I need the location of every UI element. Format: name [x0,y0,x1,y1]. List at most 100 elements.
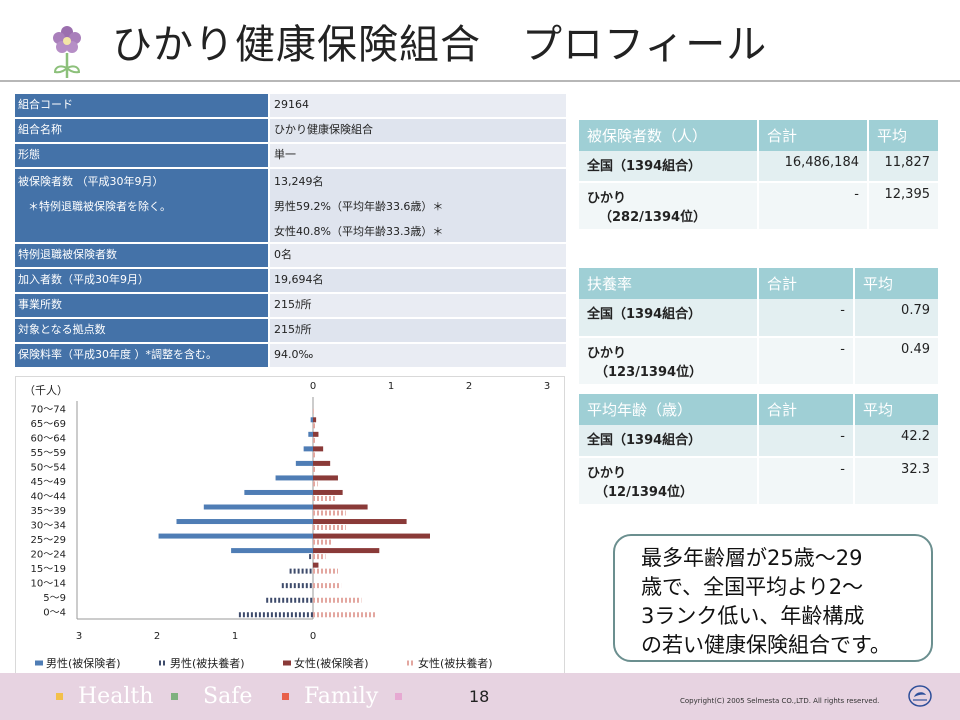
row-total: - [758,425,855,458]
profile-value: ひかり健康保険組合 [270,119,566,144]
table-row: 全国（1394組合） - 42.2 [579,425,940,458]
callout-line: 最多年齢層が25歳～29 [641,546,863,570]
row-rank: （12/1394位） [595,485,694,500]
bar [313,460,331,466]
top-tick-label: 3 [544,381,550,392]
row-label: ひかり （12/1394位） [579,457,759,506]
bar [203,504,313,510]
legend-label: 男性(被扶養者) [170,656,245,670]
bar [275,475,313,481]
profile-value-male: 男性59.2%（平均年齢33.6歳）＊ [274,200,444,213]
safe-square-icon [171,693,178,700]
title-divider [0,80,960,82]
profile-value: 29164 [270,94,566,119]
table-row: 全国（1394組合） 16,486,184 11,827 [579,151,940,183]
profile-row: 組合コード 29164 [15,94,566,119]
table-row: ひかり （12/1394位） - 32.3 [579,457,940,506]
legend-label: 男性(被保険者) [46,656,121,670]
bar [313,446,324,452]
row-label: 全国（1394組合） [579,299,759,338]
category-label: 40～44 [31,491,66,502]
row-rank: （282/1394位） [599,210,707,225]
category-label: 5～9 [43,593,66,604]
bottom-tick-label: 2 [154,631,160,642]
profile-row: 事業所数 215ｶ所 [15,294,566,319]
profile-label: 対象となる拠点数 [15,319,268,344]
bar [313,475,338,481]
profile-label: 形態 [15,144,268,169]
legend-label: 女性(被扶養者) [418,656,493,670]
bar [244,489,313,495]
table-row: ひかり （123/1394位） - 0.49 [579,337,940,386]
category-label: 55～59 [31,448,66,459]
title-area: ひかり健康保険組合 プロフィール [0,0,960,82]
profile-value: 13,249名 男性59.2%（平均年齢33.6歳）＊ 女性40.8%（平均年齢… [270,169,566,244]
profile-label-note: ＊特例退職被保険者を除く。 [28,200,171,213]
profile-value: 19,694名 [270,269,566,294]
footer-tag-health: Health [78,684,154,709]
copyright-text: Copyright(C) 2005 Selmesta CO.,LTD. All … [680,697,880,705]
table-header: 平均 [854,268,940,299]
insured-table: 被保険者数（人） 合計 平均 全国（1394組合） 16,486,184 11,… [579,120,940,231]
row-average: 0.79 [854,299,940,338]
row-label: 全国（1394組合） [579,425,759,458]
profile-label: 事業所数 [15,294,268,319]
profile-table: 組合コード 29164 組合名称 ひかり健康保険組合 形態 単一 被保険者数 （… [15,94,566,369]
footer-tag-safe: Safe [203,684,253,709]
bar [310,417,313,423]
callout-line: 3ランク低い、年齢構成 [641,604,865,628]
category-label: 10～14 [31,579,66,590]
bottom-tick-label: 0 [310,631,316,642]
decor-square-icon [395,693,402,700]
health-square-icon [56,693,63,700]
row-average: 0.49 [854,337,940,386]
callout-line: の若い健康保険組合です。 [641,633,891,657]
row-label: 全国（1394組合） [579,151,759,183]
age-table: 平均年齢（歳） 合計 平均 全国（1394組合） - 42.2 ひかり （12/1… [579,394,940,506]
category-label: 70～74 [31,404,66,415]
profile-label: 組合コード [15,94,268,119]
row-total: - [758,337,855,386]
category-label: 0～4 [43,608,66,619]
category-label: 65～69 [31,419,66,430]
profile-label: 被保険者数 （平成30年9月） ＊特例退職被保険者を除く。 [15,169,268,244]
profile-row: 対象となる拠点数 215ｶ所 [15,319,566,344]
bottom-tick-label: 1 [232,631,238,642]
summary-callout: 最多年齢層が25歳～29 歳で、全国平均より2～ 3ランク低い、年齢構成 の若い… [613,534,933,662]
category-label: 35～39 [31,506,66,517]
company-logo-icon [908,685,932,707]
table-header: 平均年齢（歳） [579,394,759,425]
category-label: 30～34 [31,521,66,532]
row-rank: （123/1394位） [595,365,703,380]
bar [308,431,313,437]
bar [313,533,430,539]
table-header: 被保険者数（人） [579,120,759,151]
profile-row: 保険料率（平成30年度 ）*調整を含む。 94.0‰ [15,344,566,369]
category-label: 60～64 [31,433,66,444]
profile-label: 保険料率（平成30年度 ）*調整を含む。 [15,344,268,369]
legend-label: 女性(被保険者) [294,656,369,670]
category-label: 25～29 [31,535,66,546]
bar [158,533,313,539]
callout-line: 歳で、全国平均より2～ [641,575,864,599]
row-average: 12,395 [868,182,940,231]
dependency-table: 扶養率 合計 平均 全国（1394組合） - 0.79 ひかり （123/1394… [579,268,940,386]
profile-value: 94.0‰ [270,344,566,369]
row-total: - [758,299,855,338]
profile-label: 特例退職被保険者数 [15,244,268,269]
row-total: 16,486,184 [758,151,869,183]
table-header: 合計 [758,120,869,151]
bar [313,548,380,554]
profile-value: 単一 [270,144,566,169]
profile-value: 215ｶ所 [270,294,566,319]
table-header: 平均 [854,394,940,425]
category-label: 50～54 [31,462,66,473]
table-row: 全国（1394組合） - 0.79 [579,299,940,338]
profile-row: 加入者数（平成30年9月） 19,694名 [15,269,566,294]
row-average: 32.3 [854,457,940,506]
profile-value-main: 13,249名 [274,175,324,188]
page-number: 18 [469,687,490,706]
table-row: ひかり （282/1394位） - 12,395 [579,182,940,231]
top-tick-label: 0 [310,381,316,392]
profile-value: 0名 [270,244,566,269]
